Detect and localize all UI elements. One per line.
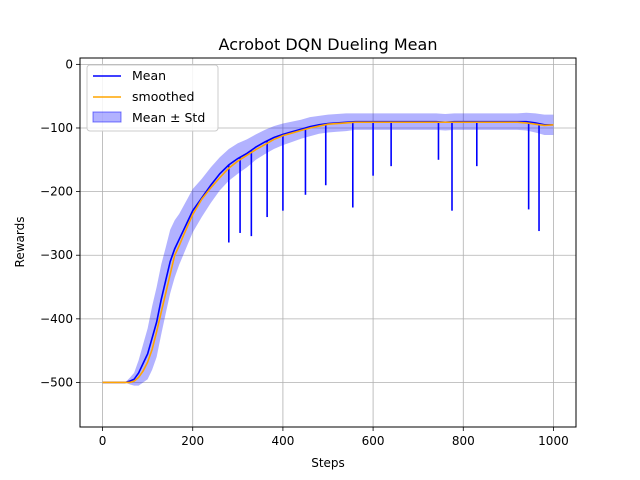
legend-band-label: Mean ± Std [132,110,205,125]
legend: Mean smoothed Mean ± Std [86,64,219,132]
y-tick-label: −400 [40,312,73,326]
y-tick-label: −100 [40,121,73,135]
legend-smoothed-label: smoothed [132,89,194,104]
legend-band-swatch [92,111,122,123]
std-band [102,112,554,386]
x-axis-label: Steps [311,456,345,470]
x-tick-label: 400 [271,434,294,448]
std-band-layer [102,112,554,386]
y-tick-label: −500 [40,375,73,389]
y-tick-label: 0 [65,57,73,71]
smoothed-line [102,121,554,384]
x-tick-label: 600 [362,434,385,448]
y-axis-label: Rewards [13,217,27,268]
x-tick-label: 1000 [538,434,569,448]
plot-area-frame [79,57,577,428]
y-tick-label: −200 [40,185,73,199]
smoothed-line-layer [102,121,554,384]
x-tick-label: 200 [181,434,204,448]
x-tick-label: 800 [452,434,475,448]
tick-layer: 0 200 400 600 800 1000 0 −100 −200 −300 −400 −500 [40,57,569,448]
legend-mean-label: Mean [132,68,166,83]
legend-box [86,64,219,132]
y-tick-label: −300 [40,248,73,262]
chart-title: Acrobot DQN Dueling Mean [219,35,438,54]
x-tick-label: 0 [99,434,107,448]
